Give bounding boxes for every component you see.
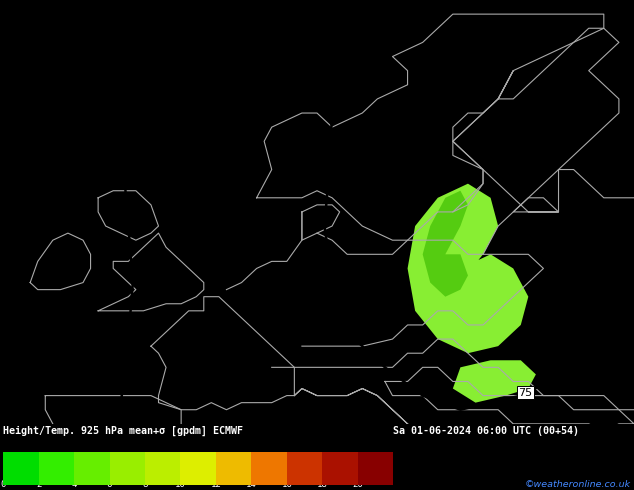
Text: 10: 10 [175, 480, 186, 489]
Text: 6: 6 [107, 480, 112, 489]
Text: 16: 16 [281, 480, 292, 489]
Bar [322, 452, 358, 485]
Bar [251, 452, 287, 485]
Bar [287, 452, 322, 485]
Text: 4: 4 [72, 480, 77, 489]
Text: 2: 2 [36, 480, 41, 489]
Bar [39, 452, 74, 485]
Text: ©weatheronline.co.uk: ©weatheronline.co.uk [525, 480, 631, 489]
Text: Sa 01-06-2024 06:00 UTC (00+54): Sa 01-06-2024 06:00 UTC (00+54) [393, 426, 579, 436]
Bar [181, 452, 216, 485]
Text: 8: 8 [142, 480, 148, 489]
Text: 0: 0 [1, 480, 6, 489]
Text: 14: 14 [246, 480, 257, 489]
Bar [74, 452, 110, 485]
Bar [145, 452, 181, 485]
Text: 20: 20 [353, 480, 363, 489]
Text: 12: 12 [210, 480, 221, 489]
Bar [358, 452, 393, 485]
Bar [216, 452, 251, 485]
Text: 75: 75 [518, 388, 533, 398]
Bar [3, 452, 39, 485]
Polygon shape [453, 360, 536, 403]
Bar [110, 452, 145, 485]
Text: Height/Temp. 925 hPa mean+σ [gpdm] ECMWF: Height/Temp. 925 hPa mean+σ [gpdm] ECMWF [3, 426, 243, 436]
Text: 18: 18 [317, 480, 328, 489]
Polygon shape [408, 184, 528, 353]
Polygon shape [423, 191, 468, 297]
